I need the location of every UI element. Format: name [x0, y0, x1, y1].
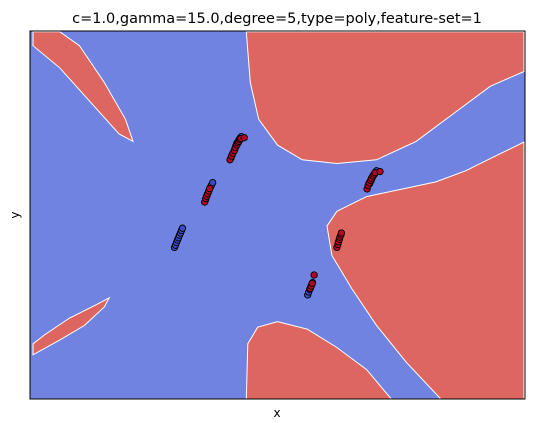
region-positive-5 [245, 321, 393, 400]
y-axis-label: y [8, 211, 22, 218]
chart-title: c=1.0,gamma=15.0,degree=5,type=poly,feat… [72, 11, 482, 27]
x-axis-label: x [273, 406, 280, 420]
point-positive [206, 184, 214, 193]
plot-area [29, 30, 526, 400]
decision-regions [32, 31, 525, 400]
point-positive [310, 271, 318, 279]
point-positive [337, 229, 346, 237]
point-negative [209, 178, 217, 187]
plot-frame [29, 30, 526, 400]
region-positive-2 [245, 31, 525, 165]
region-positive-4 [32, 296, 111, 356]
data-points [170, 132, 384, 299]
point-positive [308, 279, 316, 288]
point-positive [240, 134, 248, 142]
region-positive-1 [32, 31, 134, 143]
region-positive-3 [326, 141, 525, 400]
point-positive [376, 167, 384, 176]
point-negative [178, 224, 187, 232]
